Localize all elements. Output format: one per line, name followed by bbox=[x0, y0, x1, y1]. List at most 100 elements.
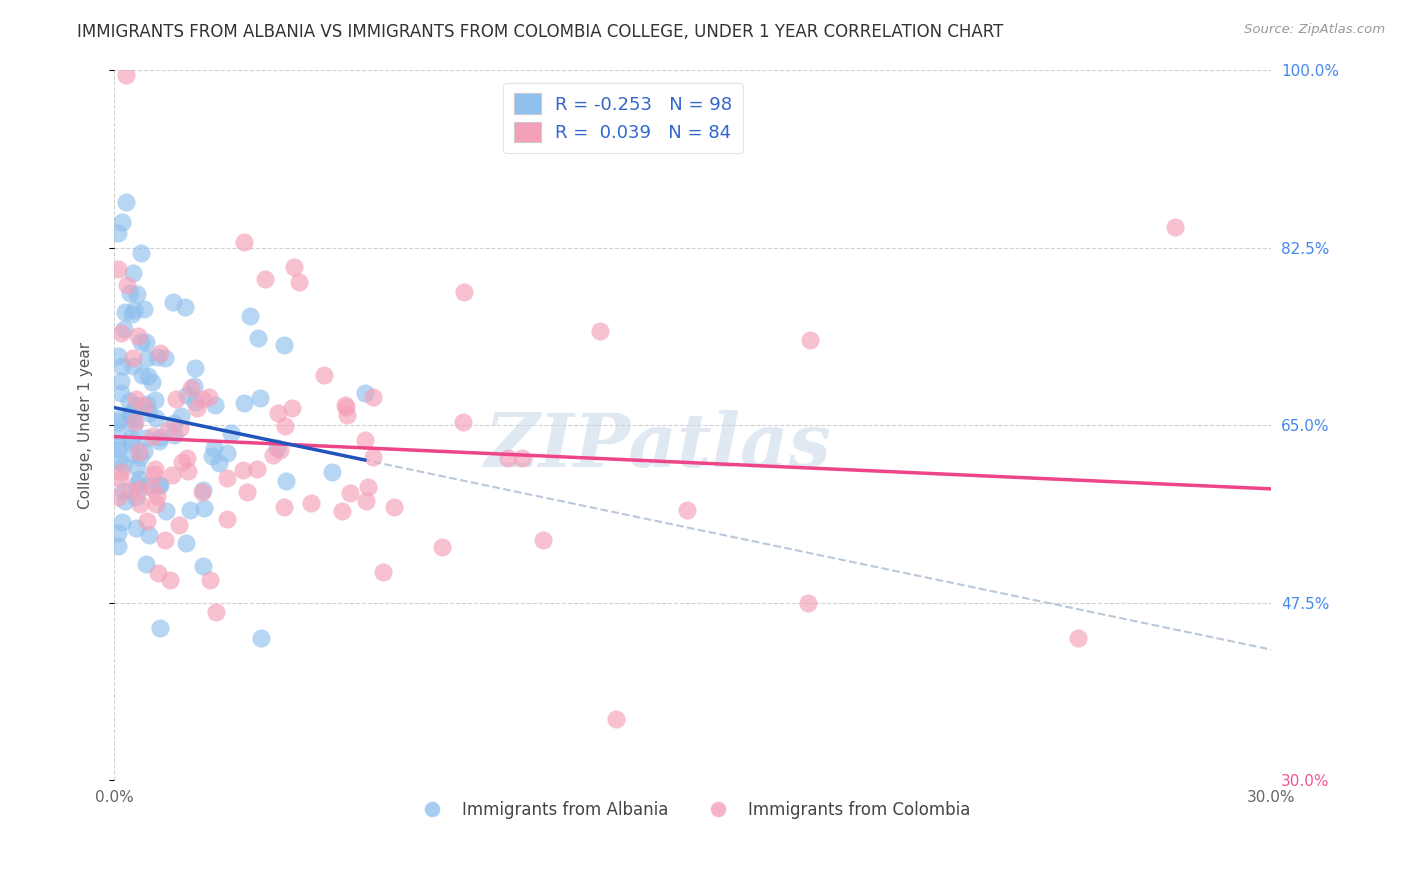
Point bbox=[605, 713, 627, 727]
Point bbox=[107, 350, 129, 364]
Point bbox=[107, 415, 129, 429]
Point bbox=[135, 397, 157, 411]
Point bbox=[122, 417, 145, 432]
Text: Source: ZipAtlas.com: Source: ZipAtlas.com bbox=[1244, 23, 1385, 37]
Point bbox=[121, 307, 143, 321]
Point bbox=[114, 68, 136, 82]
Point bbox=[135, 431, 157, 445]
Point bbox=[162, 416, 184, 430]
Point bbox=[361, 450, 384, 464]
Point bbox=[249, 391, 271, 405]
Point bbox=[198, 391, 221, 405]
Point bbox=[190, 392, 212, 406]
Point bbox=[128, 482, 150, 496]
Point bbox=[111, 458, 134, 473]
Point bbox=[124, 415, 146, 429]
Point bbox=[180, 381, 202, 395]
Point bbox=[510, 450, 533, 465]
Point bbox=[201, 449, 224, 463]
Point bbox=[122, 447, 145, 461]
Point bbox=[336, 409, 359, 423]
Point bbox=[110, 466, 132, 480]
Point bbox=[246, 462, 269, 476]
Point bbox=[357, 480, 380, 494]
Point bbox=[339, 485, 361, 500]
Point bbox=[145, 497, 167, 511]
Point bbox=[135, 558, 157, 572]
Point bbox=[121, 406, 143, 420]
Point bbox=[114, 494, 136, 508]
Point bbox=[179, 503, 201, 517]
Point bbox=[136, 477, 159, 491]
Point bbox=[676, 503, 699, 517]
Point bbox=[204, 398, 226, 412]
Point bbox=[193, 483, 215, 497]
Point bbox=[233, 396, 256, 410]
Point bbox=[107, 261, 129, 276]
Point bbox=[127, 329, 149, 343]
Point bbox=[1067, 632, 1090, 646]
Text: ZIPatlas: ZIPatlas bbox=[485, 410, 831, 483]
Point bbox=[111, 359, 134, 374]
Point bbox=[174, 535, 197, 549]
Point bbox=[361, 390, 384, 404]
Point bbox=[135, 334, 157, 349]
Point bbox=[254, 272, 277, 286]
Point bbox=[205, 605, 228, 619]
Point bbox=[280, 401, 302, 415]
Point bbox=[136, 515, 159, 529]
Point bbox=[129, 334, 152, 349]
Point bbox=[149, 430, 172, 444]
Point bbox=[118, 286, 141, 301]
Point bbox=[589, 324, 612, 338]
Point bbox=[111, 516, 134, 530]
Point bbox=[111, 215, 134, 229]
Legend: Immigrants from Albania, Immigrants from Colombia: Immigrants from Albania, Immigrants from… bbox=[408, 794, 977, 825]
Point bbox=[114, 194, 136, 209]
Point bbox=[183, 394, 205, 409]
Point bbox=[335, 398, 357, 412]
Point bbox=[267, 406, 290, 420]
Point bbox=[149, 478, 172, 492]
Point bbox=[136, 351, 159, 365]
Point bbox=[107, 490, 129, 504]
Point bbox=[138, 528, 160, 542]
Point bbox=[167, 518, 190, 533]
Point bbox=[127, 286, 149, 301]
Point bbox=[247, 330, 270, 344]
Point bbox=[353, 386, 375, 401]
Point bbox=[115, 277, 138, 292]
Point bbox=[124, 521, 146, 535]
Point bbox=[354, 493, 377, 508]
Point bbox=[198, 573, 221, 587]
Point bbox=[170, 409, 193, 424]
Point bbox=[177, 464, 200, 478]
Point bbox=[114, 305, 136, 319]
Point bbox=[276, 474, 298, 488]
Point bbox=[129, 498, 152, 512]
Point bbox=[330, 504, 353, 518]
Point bbox=[148, 478, 170, 492]
Point bbox=[321, 465, 343, 479]
Point bbox=[430, 540, 453, 554]
Point bbox=[165, 392, 187, 406]
Point bbox=[141, 481, 163, 495]
Point bbox=[184, 360, 207, 375]
Point bbox=[159, 573, 181, 587]
Point bbox=[314, 368, 336, 383]
Point bbox=[217, 471, 239, 485]
Point bbox=[118, 409, 141, 423]
Point bbox=[273, 338, 295, 352]
Point bbox=[215, 446, 238, 460]
Point bbox=[128, 445, 150, 459]
Point bbox=[110, 326, 132, 340]
Point bbox=[266, 441, 288, 455]
Point bbox=[186, 401, 208, 416]
Point bbox=[107, 412, 129, 426]
Point bbox=[148, 434, 170, 449]
Point bbox=[122, 403, 145, 417]
Point bbox=[146, 489, 169, 503]
Point bbox=[129, 450, 152, 464]
Point bbox=[120, 431, 142, 445]
Point bbox=[107, 425, 129, 439]
